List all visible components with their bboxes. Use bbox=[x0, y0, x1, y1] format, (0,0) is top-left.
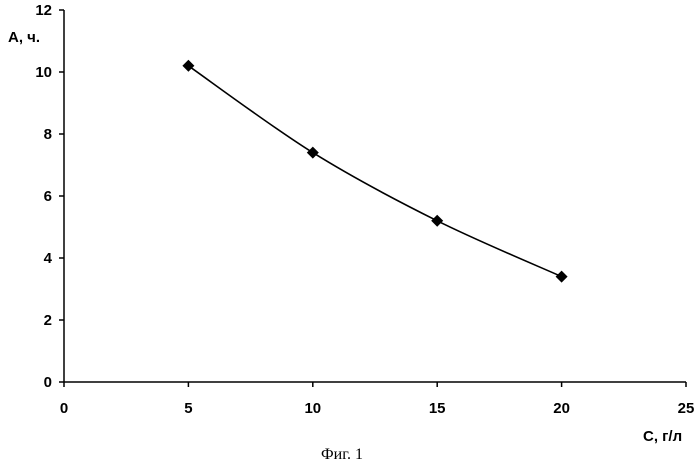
data-point bbox=[431, 215, 443, 227]
y-tick-label: 2 bbox=[44, 312, 52, 329]
x-axis-title: C, г/л bbox=[643, 428, 682, 445]
trend-line bbox=[188, 66, 561, 277]
x-tick-label: 20 bbox=[553, 400, 570, 417]
y-tick-label: 6 bbox=[44, 188, 52, 205]
y-tick-label: 8 bbox=[44, 126, 52, 143]
data-point bbox=[307, 147, 319, 159]
data-point bbox=[556, 271, 568, 283]
x-tick-label: 25 bbox=[678, 400, 695, 417]
y-tick-label: 4 bbox=[44, 250, 53, 267]
x-tick-label: 10 bbox=[304, 400, 321, 417]
figure-caption: Фиг. 1 bbox=[321, 446, 363, 463]
y-tick-label: 10 bbox=[35, 64, 52, 81]
data-points bbox=[182, 60, 567, 283]
x-tick-label: 5 bbox=[184, 400, 192, 417]
y-ticks: 0 2 4 6 8 10 12 bbox=[35, 2, 64, 391]
x-ticks: 0 5 10 15 20 25 bbox=[60, 382, 695, 417]
x-tick-label: 0 bbox=[60, 400, 68, 417]
y-tick-label: 12 bbox=[35, 2, 52, 19]
y-axis-title: А, ч. bbox=[8, 29, 40, 46]
data-point bbox=[182, 60, 194, 72]
x-tick-label: 15 bbox=[429, 400, 446, 417]
axes: 0 2 4 6 8 10 12 0 5 10 15 20 25 bbox=[35, 2, 694, 417]
y-tick-label: 0 bbox=[44, 374, 52, 391]
